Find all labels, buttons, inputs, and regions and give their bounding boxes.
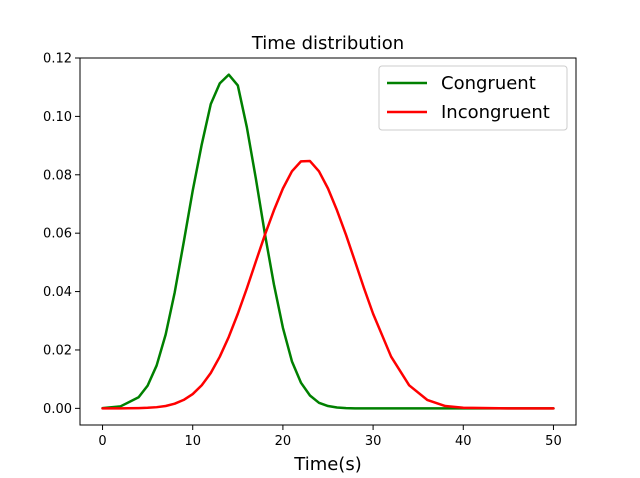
x-tick-label: 0 [98, 434, 106, 449]
legend: Congruent Incongruent [378, 65, 568, 131]
y-tick-label: 0.04 [43, 285, 72, 300]
y-tick-label: 0.08 [43, 168, 72, 183]
plot-area: 0 10 20 30 40 50 0.00 0.02 0.04 0.06 0.08 0.10 0.12 [43, 52, 577, 449]
x-tick-label: 10 [184, 434, 201, 449]
y-tick-label: 0.00 [43, 402, 72, 417]
x-tick-label: 30 [365, 434, 382, 449]
x-tick-label: 40 [455, 434, 472, 449]
x-tick-label: 50 [545, 434, 562, 449]
x-axis-label: Time(s) [293, 454, 361, 475]
legend-label: Incongruent [441, 102, 550, 123]
y-tick-label: 0.06 [43, 227, 72, 242]
series-line-congruent [101, 73, 555, 410]
y-tick-label: 0.12 [43, 52, 72, 67]
series-line-incongruent [101, 159, 555, 410]
chart-title: Time distribution [251, 33, 404, 54]
legend-label: Congruent [441, 73, 536, 94]
y-tick-label: 0.02 [43, 343, 72, 358]
x-tick-label: 20 [275, 434, 292, 449]
axes-frame [79, 57, 577, 426]
y-tick-label: 0.10 [43, 110, 72, 125]
